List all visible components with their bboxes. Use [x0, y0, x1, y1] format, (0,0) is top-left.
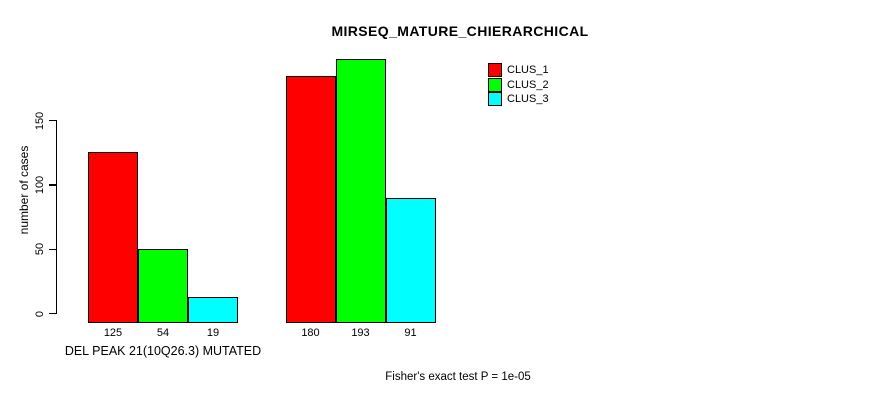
- fisher-test-caption: Fisher's exact test P = 1e-05: [385, 371, 531, 383]
- legend-swatch-clus2: [488, 77, 502, 92]
- x-axis-group-label: DEL PEAK 21(10Q26.3) MUTATED: [64, 344, 262, 358]
- chart-legend: CLUS_1 CLUS_2 CLUS_3: [488, 63, 549, 107]
- legend-label-clus3: CLUS_3: [507, 93, 549, 106]
- bar-clus_3-group1: [188, 296, 238, 323]
- y-axis-line: [56, 120, 58, 315]
- bar-clus_2-group2: [335, 58, 386, 323]
- y-axis-tick: [49, 120, 56, 122]
- y-axis-tick-label: 150: [34, 111, 46, 130]
- bar-clus_1-group1: [88, 151, 138, 323]
- bar-value-label: 193: [351, 327, 370, 339]
- legend-item-clus3: CLUS_3: [488, 92, 549, 107]
- bar-value-label: 19: [206, 327, 220, 339]
- bar-value-label: 91: [404, 327, 417, 339]
- bar-value-label: 180: [301, 327, 320, 339]
- chart-title: MIRSEQ_MATURE_CHIERARCHICAL: [331, 23, 589, 39]
- bar-clus_2-group1: [138, 249, 188, 323]
- legend-swatch-clus3: [488, 92, 502, 107]
- y-axis-tick-label: 100: [34, 175, 46, 195]
- legend-label-clus1: CLUS_1: [507, 64, 549, 77]
- bar-clus_3-group2: [385, 198, 436, 323]
- y-axis-label: number of cases: [17, 145, 31, 235]
- y-axis-tick: [49, 248, 56, 250]
- y-axis-tick-label: 50: [34, 243, 46, 256]
- bar-value-label: 125: [103, 327, 123, 339]
- y-axis-tick-label: 0: [34, 310, 46, 317]
- legend-swatch-clus1: [488, 63, 502, 78]
- y-axis-tick: [49, 313, 56, 315]
- legend-item-clus1: CLUS_1: [488, 63, 549, 78]
- y-axis-tick: [49, 184, 56, 186]
- bar-clus_1-group2: [285, 76, 336, 323]
- legend-label-clus2: CLUS_2: [507, 78, 549, 91]
- bar-value-label: 54: [156, 327, 170, 339]
- legend-item-clus2: CLUS_2: [488, 77, 549, 93]
